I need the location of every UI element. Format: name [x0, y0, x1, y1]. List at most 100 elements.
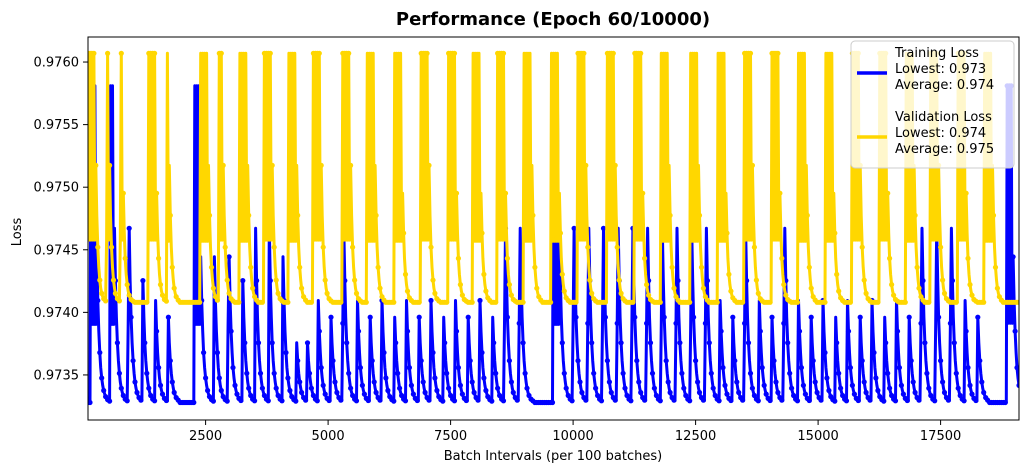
data-point — [520, 340, 526, 346]
data-point — [126, 292, 132, 298]
data-point — [205, 237, 211, 243]
data-point — [679, 370, 685, 376]
data-point — [369, 358, 375, 364]
data-point — [912, 389, 918, 396]
data-point — [657, 398, 663, 404]
data-point — [718, 328, 724, 334]
y-axis-label: Loss — [10, 218, 25, 247]
data-point — [459, 391, 465, 397]
data-point — [348, 162, 354, 168]
data-point — [467, 358, 473, 364]
data-point — [265, 398, 271, 404]
legend-label: Average: 0.974 — [895, 78, 994, 93]
data-point — [745, 340, 752, 346]
data-point — [308, 299, 314, 305]
data-point — [916, 285, 922, 291]
data-point — [502, 190, 509, 196]
data-point — [555, 237, 562, 243]
data-point — [936, 314, 942, 320]
data-point — [941, 389, 948, 396]
data-point — [698, 264, 705, 270]
data-point — [781, 282, 787, 288]
data-point — [308, 385, 314, 391]
data-point — [908, 358, 914, 364]
data-point — [246, 385, 252, 391]
data-point — [722, 382, 728, 388]
data-point — [346, 370, 352, 376]
data-point — [849, 382, 856, 388]
data-point — [796, 328, 803, 334]
data-point — [479, 350, 485, 356]
data-point — [812, 379, 818, 385]
data-point — [779, 255, 785, 261]
data-point — [938, 244, 944, 250]
data-point — [430, 350, 436, 356]
data-point — [922, 340, 928, 346]
data-point — [285, 299, 291, 305]
data-point — [875, 299, 881, 305]
data-point — [163, 298, 169, 304]
data-point — [269, 340, 275, 346]
data-point — [428, 244, 434, 250]
data-point — [561, 288, 567, 294]
data-point — [671, 285, 677, 291]
data-point — [781, 320, 787, 326]
data-point — [228, 328, 234, 334]
data-point — [355, 328, 362, 334]
data-point — [651, 385, 658, 391]
data-point — [255, 340, 262, 346]
data-point — [334, 389, 340, 396]
data-point — [728, 288, 734, 294]
data-point — [898, 382, 905, 388]
data-point — [734, 379, 740, 385]
data-point — [238, 397, 244, 404]
data-point — [444, 299, 450, 305]
data-point — [206, 212, 213, 218]
data-point — [316, 50, 322, 56]
data-point — [359, 382, 365, 388]
data-point — [471, 389, 477, 396]
data-point — [638, 389, 644, 396]
data-point — [116, 370, 122, 376]
data-point — [142, 340, 148, 346]
data-point — [894, 328, 901, 334]
data-point — [506, 358, 512, 364]
data-point — [293, 237, 299, 243]
data-point — [751, 244, 758, 250]
data-point — [124, 398, 130, 404]
data-point — [350, 244, 356, 250]
data-point — [130, 358, 136, 364]
data-point — [383, 375, 389, 381]
data-point — [157, 382, 164, 388]
data-point — [248, 264, 254, 270]
data-point — [275, 290, 281, 296]
data-point — [571, 225, 577, 231]
data-point — [836, 288, 842, 294]
y-tick-label: 0.9745 — [34, 243, 80, 258]
data-point — [167, 212, 173, 218]
data-point — [393, 340, 399, 346]
data-point — [638, 50, 644, 56]
data-point — [97, 350, 103, 356]
data-point — [416, 314, 422, 320]
data-point — [593, 385, 599, 391]
data-point — [808, 314, 814, 320]
data-point — [663, 358, 669, 364]
data-point — [591, 370, 597, 376]
data-point — [230, 365, 236, 371]
data-point — [981, 389, 987, 396]
data-point — [152, 398, 158, 404]
data-point — [855, 397, 861, 404]
data-point — [410, 391, 416, 397]
series-markers — [88, 83, 1019, 406]
data-point — [469, 299, 475, 305]
data-point — [573, 299, 579, 305]
data-point — [798, 365, 805, 371]
data-point — [863, 389, 869, 396]
data-point — [397, 385, 403, 391]
data-point — [649, 370, 656, 376]
data-point — [834, 271, 840, 277]
data-point — [269, 162, 275, 168]
data-point — [940, 277, 946, 283]
data-point — [904, 397, 910, 404]
